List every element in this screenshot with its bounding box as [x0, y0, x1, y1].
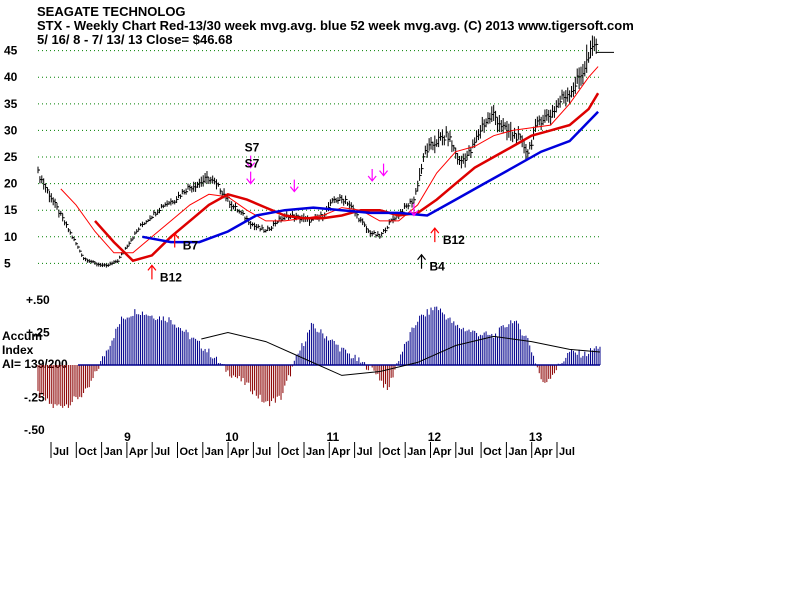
- buy-arrow: [430, 227, 440, 243]
- time-axis: Jul Oct Jan Apr Jul Oct Jan Apr Jul Oct Jan Apr Jul O…: [50, 430, 575, 458]
- year-label: 10: [225, 430, 239, 444]
- ma-52-week-line: [142, 110, 599, 244]
- accum-label-line-1: Accum: [2, 329, 42, 343]
- accum-histogram: [37, 306, 601, 408]
- year-label: 12: [428, 430, 442, 444]
- price-grid: [38, 50, 600, 264]
- buy-arrow: [417, 253, 426, 269]
- price-axis-ticks: 5 10 15 20 25 30 35 40 45: [4, 44, 18, 271]
- month-label: Apr: [433, 446, 453, 458]
- month-label: Apr: [129, 446, 149, 458]
- price-tick-label: 30: [4, 123, 18, 137]
- signal-label: B12: [443, 233, 465, 247]
- price-tick-label: 25: [4, 150, 18, 164]
- month-label: Apr: [534, 446, 554, 458]
- year-label: 9: [124, 430, 131, 444]
- accum-tick-label: +.50: [26, 293, 50, 307]
- accum-label-line-2: Index: [2, 343, 34, 357]
- month-label: Oct: [483, 446, 502, 458]
- sell-arrow: [367, 168, 377, 182]
- sell-arrow: [246, 171, 256, 185]
- month-label: Jul: [357, 446, 373, 458]
- ma-13-week-line: [60, 66, 599, 254]
- buy-arrow: [147, 264, 157, 280]
- signal-label: B7: [183, 238, 199, 252]
- ma-30-week-line: [94, 92, 600, 263]
- accum-average: [201, 331, 601, 376]
- month-label: Oct: [180, 446, 199, 458]
- month-label: Apr: [331, 446, 351, 458]
- signal-label: B4: [430, 260, 446, 274]
- price-tick-label: 40: [4, 70, 18, 84]
- month-label: Jul: [458, 446, 474, 458]
- month-label: Oct: [382, 446, 401, 458]
- month-label: Jul: [255, 446, 271, 458]
- month-label: Apr: [230, 446, 250, 458]
- signal-label: B12: [160, 270, 182, 284]
- month-label: Jan: [306, 446, 325, 458]
- moving-averages: [60, 66, 600, 263]
- signal-label: S7: [245, 157, 260, 171]
- year-label: 11: [327, 430, 340, 444]
- price-tick-label: 15: [4, 203, 18, 217]
- month-label: Jan: [104, 446, 123, 458]
- month-label: Jan: [508, 446, 527, 458]
- year-label: 13: [529, 430, 543, 444]
- price-tick-label: 10: [4, 230, 18, 244]
- accum-tick-label: -.50: [24, 423, 45, 437]
- buy-arrow: [170, 232, 180, 248]
- accum-average-line: [201, 331, 601, 376]
- month-label: Oct: [281, 446, 300, 458]
- sell-arrow: [289, 179, 299, 193]
- trade-signals: B12 B7 S7 S7 B4 B12: [147, 141, 465, 284]
- sell-arrow: [409, 203, 419, 217]
- price-bars: [37, 35, 614, 268]
- price-tick-label: 20: [4, 177, 18, 191]
- date-range-close: 5/ 16/ 8 - 7/ 13/ 13 Close= $46.68: [37, 32, 233, 47]
- accum-tick-label: +.25: [26, 326, 50, 340]
- sell-arrow: [379, 163, 389, 177]
- price-tick-label: 5: [4, 256, 11, 270]
- chart-subtitle: STX - Weekly Chart Red-13/30 week mvg.av…: [37, 18, 634, 33]
- price-tick-label: 45: [4, 44, 18, 58]
- month-label: Jan: [407, 446, 426, 458]
- signal-label: S7: [245, 141, 260, 155]
- month-label: Jul: [53, 446, 69, 458]
- month-label: Jul: [559, 446, 575, 458]
- month-label: Jan: [205, 446, 224, 458]
- accum-label-line-3: AI= 139/200: [2, 357, 68, 371]
- month-label: Oct: [78, 446, 97, 458]
- month-label: Jul: [154, 446, 170, 458]
- sell-arrow: [246, 155, 256, 169]
- chart-title: SEAGATE TECHNOLOG: [37, 4, 186, 19]
- price-tick-label: 35: [4, 97, 18, 111]
